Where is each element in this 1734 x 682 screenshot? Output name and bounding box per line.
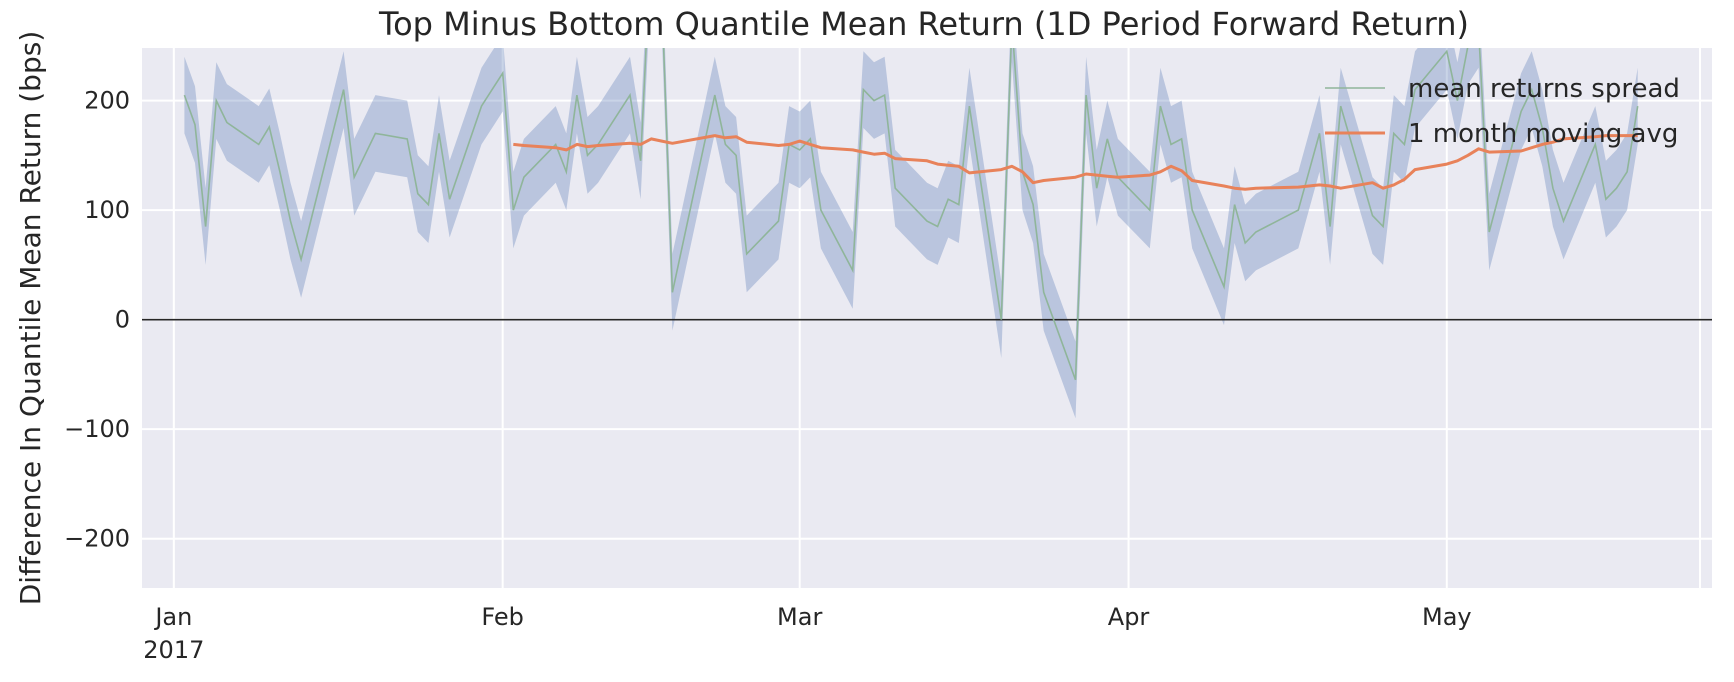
x-tick-label: Jan: [153, 603, 192, 631]
legend-label-moving-avg: 1 month moving avg: [1408, 119, 1678, 149]
y-tick-label: −200: [64, 525, 130, 553]
confidence-band-area: [184, 48, 1638, 419]
y-tick-label: 100: [84, 196, 130, 224]
x-tick-sublabel: 2017: [143, 636, 204, 664]
x-tick-label: Feb: [481, 603, 524, 631]
x-axis: Jan 2017 Feb Mar Apr May: [143, 603, 1471, 664]
y-tick-label: −100: [64, 415, 130, 443]
series-mean-returns-spread: [183, 48, 1639, 381]
y-axis: −200 −100 0 100 200: [64, 87, 130, 553]
legend: mean returns spread 1 month moving avg: [1325, 74, 1680, 149]
confidence-band: [184, 48, 1638, 419]
x-tick-label: Apr: [1108, 603, 1150, 631]
legend-label-spread: mean returns spread: [1408, 74, 1680, 104]
y-axis-label: Difference In Quantile Mean Return (bps): [14, 31, 47, 606]
series-layer: [142, 48, 1712, 381]
x-tick-label: Mar: [777, 603, 822, 631]
chart-title: Top Minus Bottom Quantile Mean Return (1…: [378, 5, 1469, 43]
x-tick-label: May: [1422, 603, 1472, 631]
y-tick-label: 0: [115, 306, 130, 334]
series-moving-avg: [513, 134, 1638, 191]
y-tick-label: 200: [84, 87, 130, 115]
